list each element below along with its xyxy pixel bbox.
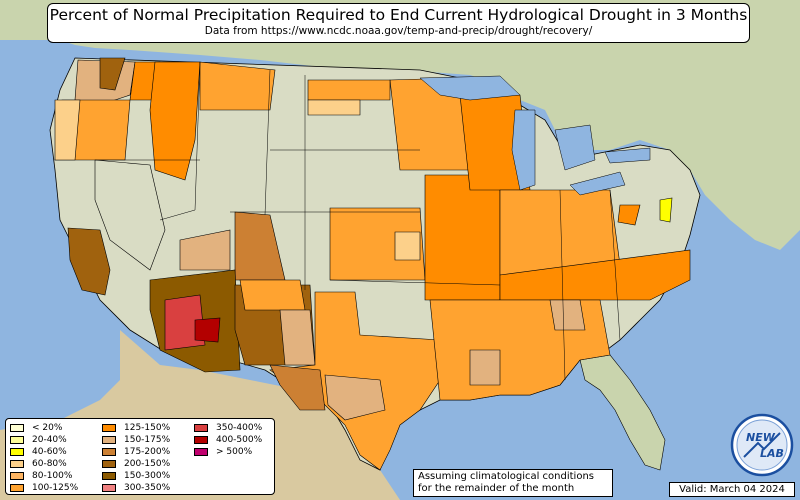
region-georgia-spot — [549, 299, 586, 331]
region-mid-atlantic — [617, 204, 641, 226]
legend-swatch — [10, 436, 24, 444]
legend-item: 20-40% — [10, 434, 102, 446]
legend-item: 80-100% — [10, 470, 102, 482]
legend: < 20% 20-40% 40-60% 60-80% 80-100% 100-125% 12… — [5, 418, 275, 495]
legend-item: 60-80% — [10, 458, 102, 470]
legend-label: 125-150% — [124, 423, 171, 433]
legend-swatch — [10, 460, 24, 468]
newlab-logo: NEW LAB — [730, 413, 794, 477]
region-nm-east — [279, 309, 316, 366]
legend-swatch — [10, 472, 24, 480]
svg-text:NEW: NEW — [746, 431, 776, 444]
legend-item: 300-350% — [102, 482, 194, 494]
legend-label: > 500% — [216, 447, 253, 457]
legend-swatch — [194, 448, 208, 456]
legend-item: 150-175% — [102, 434, 194, 446]
legend-swatch — [102, 484, 116, 492]
assumption-note: Assuming climatological conditions for t… — [413, 469, 613, 497]
note-line-2: for the remainder of the month — [418, 483, 575, 494]
legend-label: 20-40% — [32, 435, 67, 445]
legend-label: 150-300% — [124, 471, 171, 481]
region-or-coast — [54, 99, 81, 161]
region-wa-north — [99, 57, 126, 91]
map-title: Percent of Normal Precipitation Required… — [49, 6, 748, 24]
legend-item: 200-150% — [102, 458, 194, 470]
legend-label: 175-200% — [124, 447, 171, 457]
region-az-core — [194, 317, 221, 343]
legend-swatch — [10, 424, 24, 432]
map-subtitle: Data from https://www.ncdc.noaa.gov/temp… — [204, 25, 593, 37]
region-nd-north — [307, 79, 391, 101]
legend-grid: < 20% 20-40% 40-60% 60-80% 80-100% 100-125% 12… — [10, 422, 284, 494]
legend-label: < 20% — [32, 423, 63, 433]
region-mo-valley — [424, 174, 501, 301]
legend-swatch — [194, 436, 208, 444]
legend-item: 40-60% — [10, 446, 102, 458]
legend-swatch — [102, 448, 116, 456]
lake-erie — [569, 171, 626, 196]
legend-label: 350-400% — [216, 423, 263, 433]
region-ks-east — [394, 231, 421, 261]
title-box: Percent of Normal Precipitation Required… — [47, 3, 750, 43]
state-borders — [95, 61, 621, 381]
legend-label: 80-100% — [32, 471, 73, 481]
legend-item: 350-400% — [194, 422, 284, 434]
legend-swatch — [102, 424, 116, 432]
region-montana — [199, 61, 276, 111]
region-ca-central — [67, 227, 111, 296]
legend-item: 400-500% — [194, 434, 284, 446]
region-tx-west — [269, 364, 326, 411]
legend-label: 200-150% — [124, 459, 171, 469]
region-tx-central — [324, 374, 386, 421]
region-delmarva — [659, 197, 673, 223]
region-nd-south — [307, 99, 361, 116]
legend-swatch — [102, 436, 116, 444]
lake-ontario — [604, 147, 651, 164]
svg-text:LAB: LAB — [760, 447, 784, 460]
legend-label: 60-80% — [32, 459, 67, 469]
valid-date: Valid: March 04 2024 — [669, 482, 795, 497]
lake-michigan — [511, 109, 536, 191]
note-line-1: Assuming climatological conditions — [418, 471, 594, 482]
legend-item: 175-200% — [102, 446, 194, 458]
legend-swatch — [194, 424, 208, 432]
legend-swatch — [102, 460, 116, 468]
legend-swatch — [10, 448, 24, 456]
legend-swatch — [102, 472, 116, 480]
legend-label: 400-500% — [216, 435, 263, 445]
legend-item: 100-125% — [10, 482, 102, 494]
legend-label: 100-125% — [32, 483, 79, 493]
region-louisiana — [469, 349, 501, 386]
canada-land — [0, 0, 800, 250]
legend-item: < 20% — [10, 422, 102, 434]
region-utah — [179, 229, 231, 271]
legend-item: > 500% — [194, 446, 284, 458]
lake-huron — [554, 124, 596, 171]
legend-label: 40-60% — [32, 447, 67, 457]
lake-superior — [419, 75, 521, 101]
legend-item: 125-150% — [102, 422, 194, 434]
legend-label: 300-350% — [124, 483, 171, 493]
legend-swatch — [10, 484, 24, 492]
florida — [579, 354, 666, 471]
region-nm-north — [239, 279, 306, 311]
region-tennessee — [499, 249, 691, 301]
region-nevada — [94, 159, 166, 271]
legend-label: 150-175% — [124, 435, 171, 445]
legend-item: 150-300% — [102, 470, 194, 482]
